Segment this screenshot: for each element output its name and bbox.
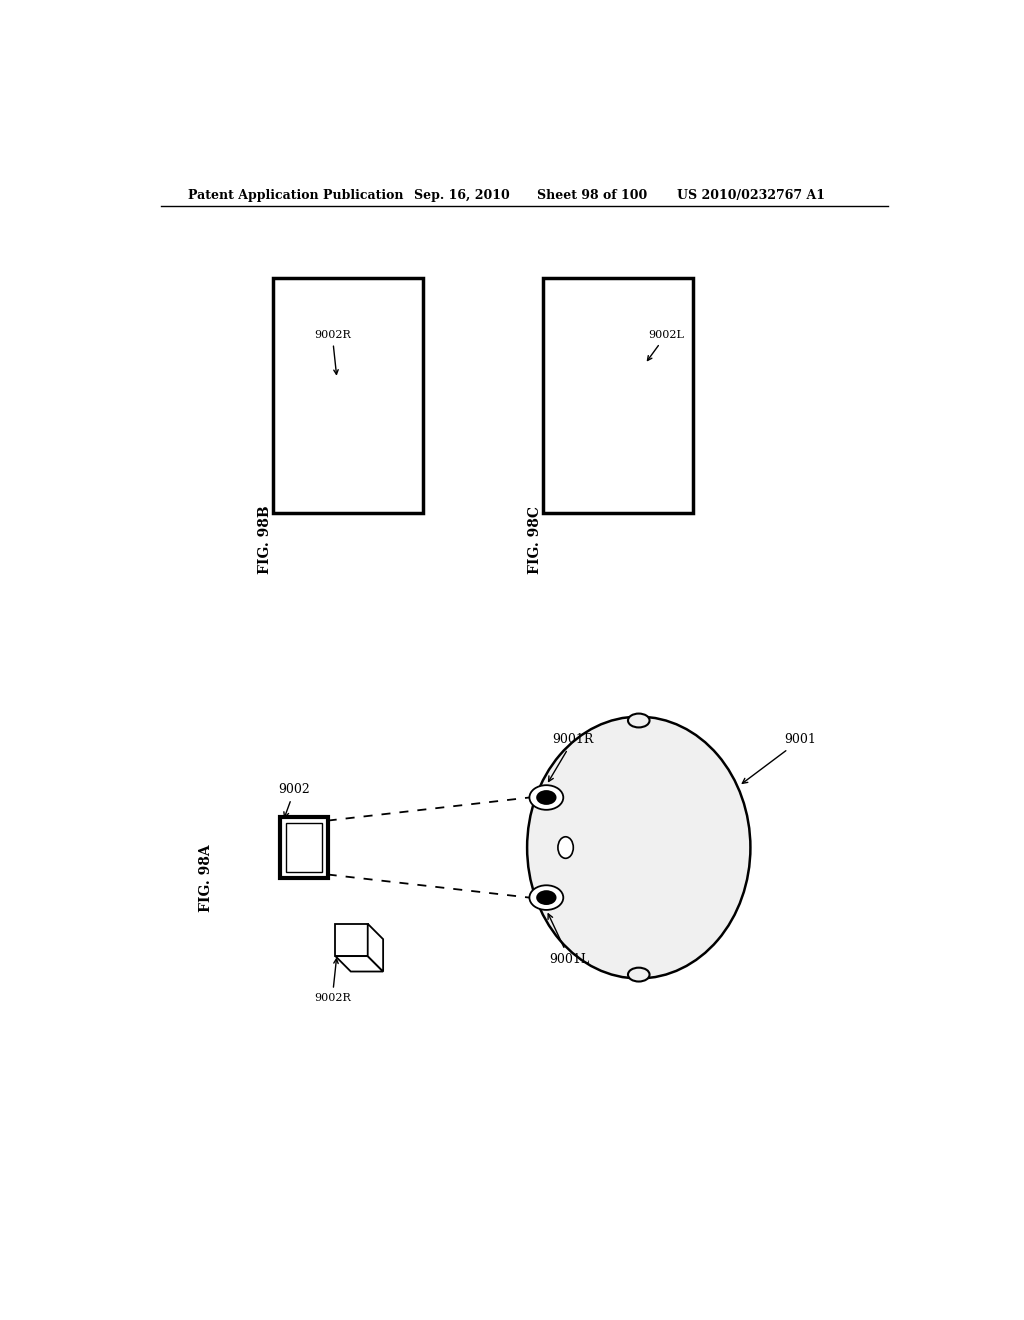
Bar — [273, 277, 423, 512]
Bar — [286, 822, 322, 873]
Text: FIG. 98B: FIG. 98B — [258, 506, 272, 574]
Text: FIG. 98A: FIG. 98A — [199, 845, 213, 912]
Text: FIG. 98C: FIG. 98C — [527, 506, 542, 574]
Text: US 2010/0232767 A1: US 2010/0232767 A1 — [677, 189, 825, 202]
Text: Patent Application Publication: Patent Application Publication — [188, 189, 403, 202]
Ellipse shape — [529, 886, 563, 909]
Polygon shape — [599, 956, 647, 972]
Text: 9001R: 9001R — [549, 733, 594, 781]
Ellipse shape — [537, 890, 556, 906]
Polygon shape — [336, 924, 368, 956]
Bar — [280, 817, 328, 878]
Ellipse shape — [628, 968, 649, 982]
Bar — [543, 277, 692, 512]
Ellipse shape — [558, 837, 573, 858]
Ellipse shape — [628, 714, 649, 727]
Polygon shape — [632, 924, 647, 972]
Text: 9001: 9001 — [742, 733, 816, 783]
Text: Sep. 16, 2010: Sep. 16, 2010 — [414, 189, 510, 202]
Text: 9001L: 9001L — [548, 913, 590, 966]
Text: 9002R: 9002R — [314, 330, 350, 375]
Text: 9002: 9002 — [279, 783, 310, 817]
Polygon shape — [368, 924, 383, 972]
Polygon shape — [599, 924, 632, 956]
Text: 9002L: 9002L — [647, 330, 684, 360]
Polygon shape — [336, 956, 383, 972]
Ellipse shape — [537, 791, 556, 805]
Text: 9002R: 9002R — [314, 958, 350, 1003]
Ellipse shape — [529, 785, 563, 809]
Text: Sheet 98 of 100: Sheet 98 of 100 — [538, 189, 647, 202]
Ellipse shape — [527, 717, 751, 978]
